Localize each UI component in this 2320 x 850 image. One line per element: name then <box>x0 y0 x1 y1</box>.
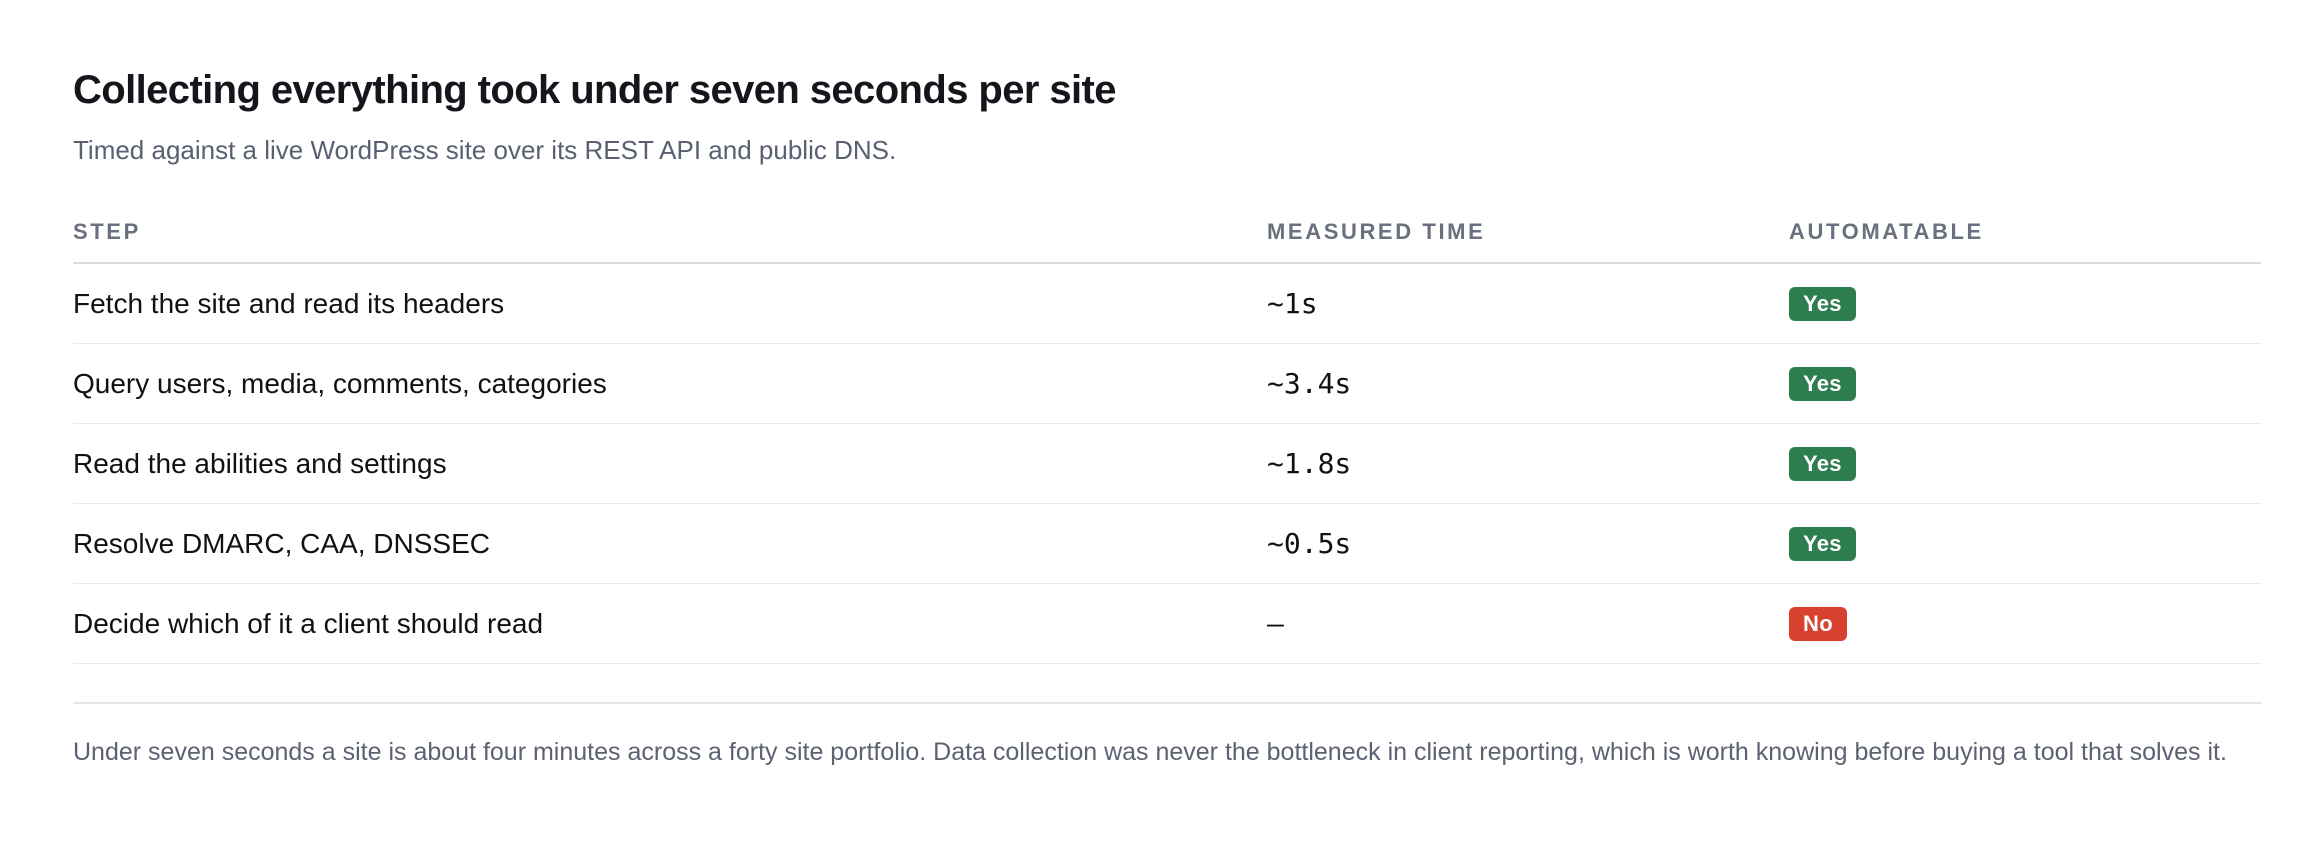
time-cell: — <box>1267 583 1789 664</box>
timing-table: STEP MEASURED TIME AUTOMATABLE Fetch the… <box>73 202 2261 664</box>
step-cell: Decide which of it a client should read <box>73 583 1267 664</box>
section-title: Collecting everything took under seven s… <box>73 68 1116 112</box>
status-badge-yes: Yes <box>1789 447 1856 481</box>
status-badge-yes: Yes <box>1789 367 1856 401</box>
automatable-cell: Yes <box>1789 343 2261 424</box>
footnote-text: Under seven seconds a site is about four… <box>73 738 2227 766</box>
table-body: Fetch the site and read its headers ~1s … <box>73 263 2261 664</box>
status-badge-yes: Yes <box>1789 287 1856 321</box>
automatable-cell: Yes <box>1789 423 2261 504</box>
step-cell: Query users, media, comments, categories <box>73 343 1267 424</box>
time-cell: ~1.8s <box>1267 423 1789 504</box>
table-row: Query users, media, comments, categories… <box>73 343 2261 424</box>
table-row: Fetch the site and read its headers ~1s … <box>73 263 2261 344</box>
step-cell: Read the abilities and settings <box>73 423 1267 504</box>
automatable-cell: No <box>1789 583 2261 664</box>
header-row: STEP MEASURED TIME AUTOMATABLE <box>73 202 2261 264</box>
section-subtitle: Timed against a live WordPress site over… <box>73 135 897 165</box>
table-row: Resolve DMARC, CAA, DNSSEC ~0.5s Yes <box>73 503 2261 584</box>
automatable-cell: Yes <box>1789 503 2261 584</box>
time-cell: ~1s <box>1267 263 1789 344</box>
time-cell: ~0.5s <box>1267 503 1789 584</box>
step-cell: Resolve DMARC, CAA, DNSSEC <box>73 503 1267 584</box>
header-step: STEP <box>73 202 1267 264</box>
section-divider <box>73 702 2261 704</box>
header-measured-time: MEASURED TIME <box>1267 202 1789 264</box>
table-header: STEP MEASURED TIME AUTOMATABLE <box>73 202 2261 264</box>
header-automatable: AUTOMATABLE <box>1789 202 2261 264</box>
time-cell: ~3.4s <box>1267 343 1789 424</box>
table-row: Decide which of it a client should read … <box>73 583 2261 664</box>
status-badge-no: No <box>1789 607 1847 641</box>
automatable-cell: Yes <box>1789 263 2261 344</box>
status-badge-yes: Yes <box>1789 527 1856 561</box>
table-row: Read the abilities and settings ~1.8s Ye… <box>73 423 2261 504</box>
step-cell: Fetch the site and read its headers <box>73 263 1267 344</box>
